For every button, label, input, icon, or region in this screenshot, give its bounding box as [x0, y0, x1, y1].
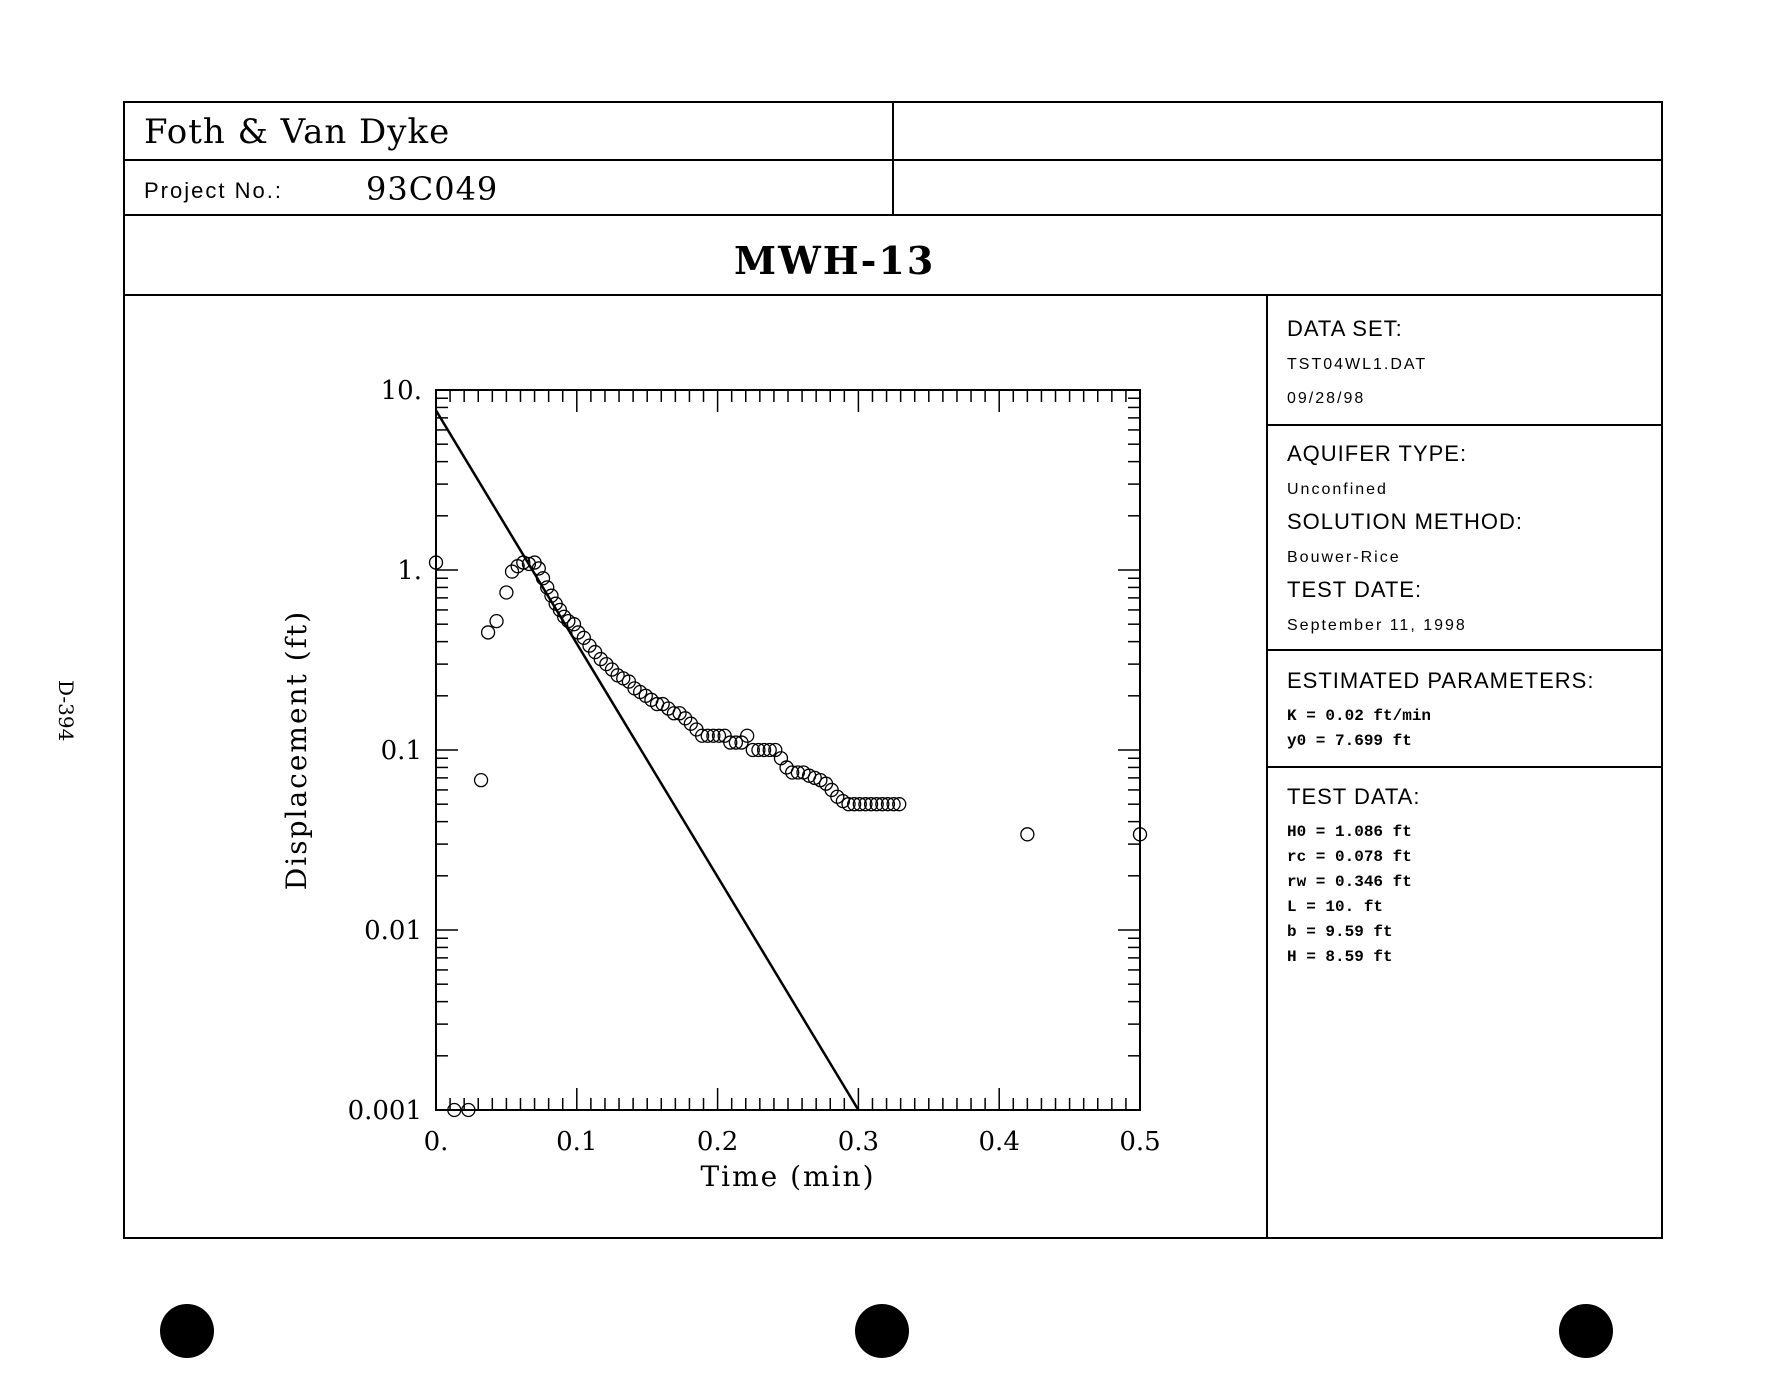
data-point	[521, 556, 537, 572]
data-point	[869, 797, 884, 812]
data-point	[655, 696, 670, 712]
test-date-value: September 11, 1998	[1287, 617, 1467, 634]
data-point	[1020, 827, 1035, 842]
parameter-y0: y0 = 7.699 ft	[1287, 732, 1412, 750]
x-tick-label: 0.4	[979, 1127, 1020, 1157]
data-point	[489, 613, 504, 629]
x-axis-title: Time (min)	[700, 1160, 875, 1193]
data-point	[593, 651, 608, 667]
company-name: Foth & Van Dyke	[144, 112, 451, 152]
x-tick-label: 0.1	[556, 1127, 597, 1157]
data-point	[723, 735, 738, 750]
plot-frame	[435, 389, 1141, 1111]
test-date-heading: TEST DATE:	[1287, 577, 1423, 602]
aquifer-type-heading: AQUIFER TYPE:	[1287, 441, 1468, 466]
data-point	[880, 797, 896, 812]
data-set-file: TST04WL1.DAT	[1287, 356, 1428, 373]
solution-method-heading: SOLUTION METHOD:	[1287, 509, 1524, 534]
data-point	[576, 630, 591, 645]
project-number: 93C049	[366, 170, 499, 208]
x-tick-label: 0.2	[697, 1127, 738, 1157]
y-tick-label: 0.1	[381, 736, 422, 766]
data-point	[678, 711, 693, 726]
x-tick-label: 0.3	[838, 1127, 879, 1157]
y-tick-label: 1.	[397, 556, 422, 586]
test-data-rc: rc = 0.078 ft	[1287, 848, 1412, 866]
data-point	[875, 797, 890, 812]
punch-hole-left	[160, 1304, 214, 1358]
project-label: Project No.:	[144, 178, 283, 203]
data-point	[1132, 827, 1148, 842]
data-point	[790, 765, 806, 780]
data-point	[566, 617, 582, 632]
data-point	[751, 742, 766, 758]
data-set-heading: DATA SET:	[1287, 316, 1403, 341]
data-point	[886, 797, 901, 812]
data-point	[841, 797, 856, 812]
data-point	[756, 742, 772, 758]
y-tick-label: 10.	[381, 376, 422, 406]
data-point	[694, 728, 710, 743]
data-point	[672, 706, 687, 721]
data-point	[745, 742, 760, 758]
parameter-k: K = 0.02 ft/min	[1287, 707, 1432, 725]
data-point	[740, 728, 755, 743]
data-point	[892, 797, 907, 812]
data-point	[473, 772, 489, 788]
x-tick-label: 0.	[424, 1127, 449, 1157]
well-title: MWH-13	[734, 238, 936, 283]
data-point	[700, 728, 715, 743]
data-point	[858, 797, 873, 812]
data-point	[499, 585, 514, 600]
aquifer-type-value: Unconfined	[1287, 481, 1388, 498]
data-point	[847, 797, 862, 812]
data-point	[447, 1102, 462, 1118]
data-point	[762, 742, 777, 758]
data-point	[599, 656, 614, 672]
test-data-h0: H0 = 1.086 ft	[1287, 823, 1412, 841]
punch-hole-right	[1559, 1304, 1613, 1358]
data-point	[785, 765, 800, 780]
data-point	[480, 625, 496, 640]
solution-method-value: Bouwer-Rice	[1287, 549, 1401, 566]
data-point	[706, 728, 721, 743]
estimated-parameters-heading: ESTIMATED PARAMETERS:	[1287, 668, 1595, 693]
test-data-l: L = 10. ft	[1287, 898, 1384, 916]
test-data-rw: rw = 0.346 ft	[1287, 873, 1412, 891]
y-tick-label: 0.01	[364, 916, 422, 946]
data-point	[504, 564, 520, 579]
data-point	[711, 728, 727, 743]
data-point	[461, 1102, 476, 1118]
test-data-h: H = 8.59 ft	[1287, 948, 1393, 966]
fit-line	[434, 409, 860, 1111]
data-point	[863, 797, 879, 812]
punch-hole-center	[855, 1304, 909, 1358]
data-point	[852, 797, 867, 812]
data-point	[728, 735, 744, 750]
y-axis-title: Displacement (ft)	[280, 610, 313, 890]
test-data-b: b = 9.59 ft	[1287, 923, 1393, 941]
x-tick-label: 0.5	[1119, 1127, 1160, 1157]
data-point	[571, 625, 586, 640]
test-data-heading: TEST DATA:	[1287, 784, 1421, 809]
y-tick-label: 0.001	[348, 1096, 422, 1126]
data-set-date: 09/28/98	[1287, 390, 1366, 407]
data-point	[428, 555, 444, 570]
